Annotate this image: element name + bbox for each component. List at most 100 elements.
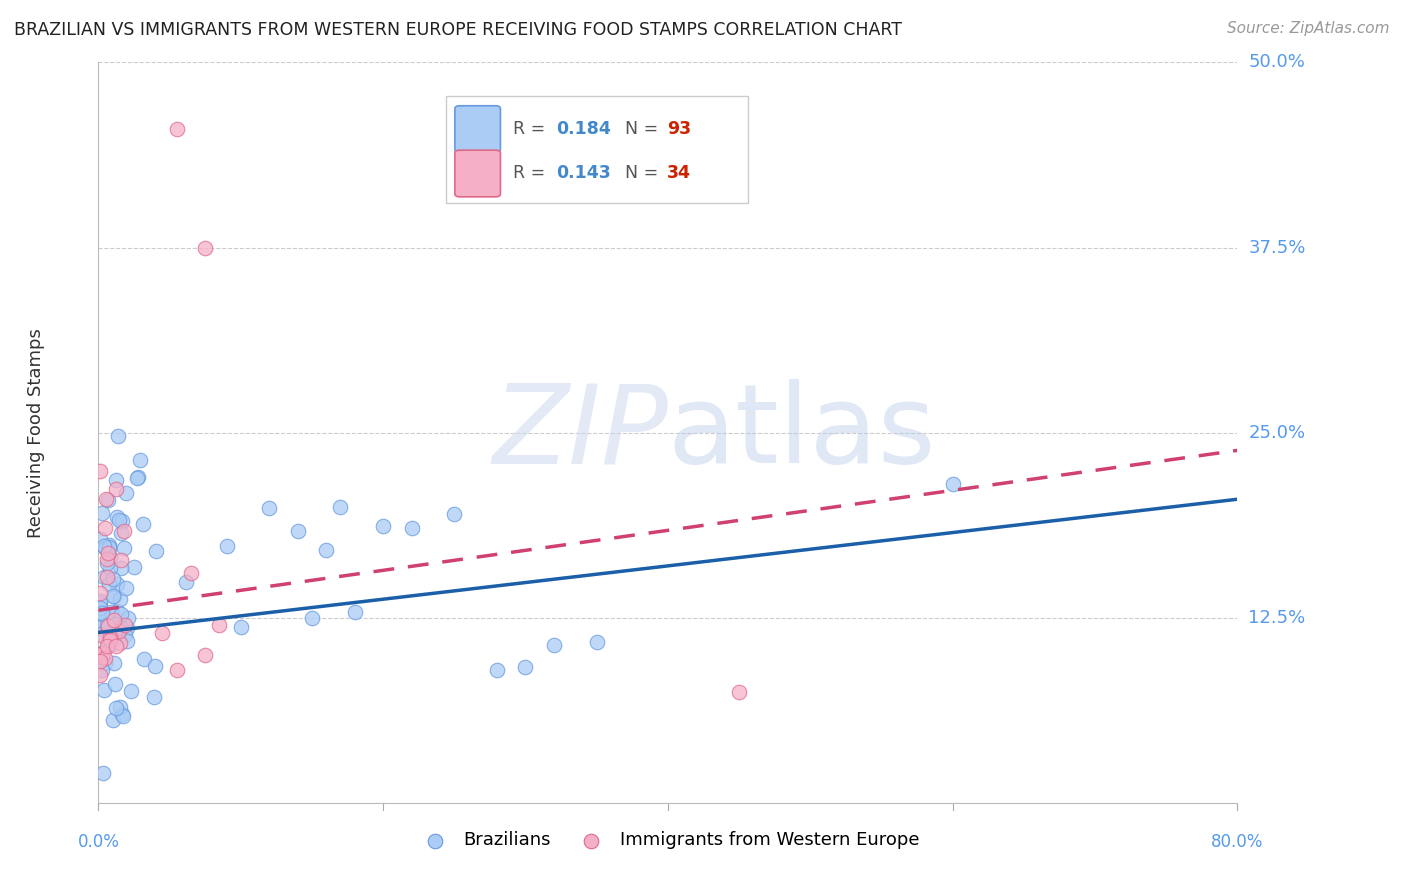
Point — [114, 618, 136, 632]
Point — [91, 506, 114, 520]
Point — [103, 656, 125, 670]
Point — [152, 625, 174, 640]
Point — [112, 524, 135, 539]
FancyBboxPatch shape — [456, 150, 501, 197]
Point — [98, 577, 121, 591]
Point — [89, 667, 111, 681]
Point — [96, 640, 118, 654]
Point — [180, 566, 202, 581]
Point — [90, 606, 112, 620]
Text: 50.0%: 50.0% — [1249, 54, 1305, 71]
Point — [110, 607, 132, 621]
Point — [90, 607, 112, 621]
Point — [115, 485, 138, 500]
Point — [90, 627, 112, 641]
Point — [110, 553, 132, 567]
Point — [112, 709, 135, 723]
Point — [315, 543, 337, 558]
Point — [114, 628, 136, 642]
Point — [104, 482, 127, 496]
Point — [105, 639, 128, 653]
Text: R =: R = — [513, 120, 551, 138]
Point — [122, 560, 145, 574]
Point — [329, 500, 352, 515]
Point — [108, 619, 131, 633]
Point — [90, 663, 112, 677]
Point — [373, 518, 395, 533]
Point — [91, 646, 114, 660]
FancyBboxPatch shape — [456, 106, 501, 153]
Point — [98, 560, 121, 574]
Point — [287, 524, 309, 538]
Point — [107, 429, 129, 443]
Text: Receiving Food Stamps: Receiving Food Stamps — [27, 327, 45, 538]
Point — [103, 625, 125, 640]
Point — [89, 596, 111, 610]
Point — [125, 471, 148, 485]
Point — [103, 613, 125, 627]
Point — [215, 539, 238, 553]
Text: 25.0%: 25.0% — [1249, 424, 1306, 442]
Point — [96, 556, 118, 570]
Point — [194, 648, 217, 662]
Point — [132, 652, 155, 666]
Point — [166, 663, 188, 677]
Text: atlas: atlas — [668, 379, 936, 486]
Point — [115, 581, 138, 595]
Point — [96, 551, 118, 566]
Point — [486, 663, 509, 677]
Point — [443, 507, 465, 521]
Point — [97, 546, 120, 560]
Text: BRAZILIAN VS IMMIGRANTS FROM WESTERN EUROPE RECEIVING FOOD STAMPS CORRELATION CH: BRAZILIAN VS IMMIGRANTS FROM WESTERN EUR… — [14, 21, 903, 38]
Point — [108, 592, 131, 607]
Text: 0.0%: 0.0% — [77, 833, 120, 851]
Point — [107, 621, 129, 635]
Text: Source: ZipAtlas.com: Source: ZipAtlas.com — [1226, 21, 1389, 36]
Point — [105, 576, 128, 591]
Point — [89, 593, 111, 607]
Point — [90, 605, 112, 619]
Point — [343, 605, 366, 619]
Point — [145, 543, 167, 558]
Point — [98, 633, 121, 648]
Point — [97, 635, 120, 649]
Point — [91, 646, 114, 660]
Text: 0.184: 0.184 — [557, 120, 612, 138]
Text: 34: 34 — [666, 164, 690, 183]
Point — [91, 650, 114, 665]
Legend: Brazilians, Immigrants from Western Europe: Brazilians, Immigrants from Western Euro… — [409, 824, 927, 856]
Point — [89, 653, 111, 667]
Point — [110, 700, 132, 714]
Point — [96, 570, 118, 584]
Text: N =: N = — [624, 164, 664, 183]
Point — [91, 629, 114, 643]
Text: 37.5%: 37.5% — [1249, 238, 1306, 257]
Point — [100, 605, 122, 619]
Point — [103, 589, 125, 603]
Point — [105, 700, 128, 714]
Point — [229, 620, 252, 634]
Point — [89, 532, 111, 546]
Point — [143, 690, 166, 704]
Point — [94, 650, 117, 665]
Point — [105, 604, 128, 618]
Point — [89, 586, 111, 600]
Point — [97, 492, 120, 507]
Point — [301, 611, 323, 625]
Point — [100, 630, 122, 644]
Point — [515, 660, 537, 674]
Point — [117, 611, 139, 625]
Point — [98, 540, 121, 554]
Point — [111, 514, 134, 528]
Point — [89, 654, 111, 668]
Point — [101, 572, 124, 586]
Point — [194, 240, 217, 255]
Point — [94, 656, 117, 670]
Text: 93: 93 — [666, 120, 690, 138]
Text: 12.5%: 12.5% — [1249, 608, 1306, 627]
Point — [98, 538, 121, 552]
Point — [110, 560, 132, 574]
Point — [728, 685, 751, 699]
Point — [96, 491, 118, 506]
Point — [104, 616, 127, 631]
